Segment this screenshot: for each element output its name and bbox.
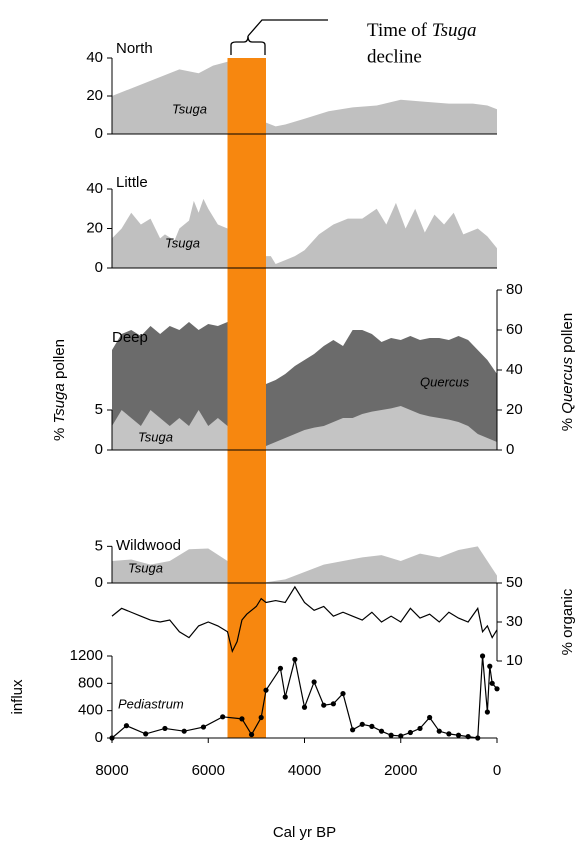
series-label: Quercus — [420, 374, 470, 389]
y-tick-label: 0 — [95, 441, 103, 458]
y-tick-label: 40 — [86, 180, 103, 197]
y-tick-label: 800 — [78, 674, 103, 691]
panel-label: Little — [116, 174, 148, 191]
y-tick-label: 10 — [506, 652, 523, 669]
series-label: Tsuga — [172, 101, 207, 116]
y-tick-label: 50 — [506, 574, 523, 591]
y-tick-label: 0 — [95, 729, 103, 746]
y-tick-label: 5 — [95, 537, 103, 554]
highlight-layer — [227, 58, 266, 738]
series-label: Tsuga — [128, 560, 163, 575]
y2-axis-title: % Quercus pollen — [559, 313, 576, 431]
y-tick-label: 40 — [86, 49, 103, 66]
x-tick-label: 4000 — [288, 762, 321, 779]
series-label: Tsuga — [138, 429, 173, 444]
y-tick-label: 80 — [506, 281, 523, 298]
y-tick-label: 0 — [95, 574, 103, 591]
annotation-bracket — [230, 19, 328, 55]
annotation-text: Time of — [367, 20, 432, 41]
area — [112, 198, 497, 268]
y-tick-label: 400 — [78, 702, 103, 719]
panel-label: Wildwood — [116, 537, 181, 554]
annotation: decline — [367, 46, 422, 67]
y-tick-label: 20 — [86, 219, 103, 236]
area — [112, 61, 497, 134]
y-axis-title: % Tsuga pollen — [51, 339, 68, 441]
area — [112, 406, 497, 450]
panel-label: North — [116, 40, 153, 57]
x-tick-label: 2000 — [384, 762, 417, 779]
y-tick-label: 5 — [95, 401, 103, 418]
areas-layer — [112, 61, 497, 583]
y-tick-label: 60 — [506, 321, 523, 338]
y-axis-title-part: pollen — [51, 339, 68, 383]
y-axis-title-part: % — [51, 424, 68, 442]
annotation: Time of Tsuga — [367, 20, 476, 41]
y2-axis-title-part: % — [559, 414, 576, 432]
y-tick-label: 20 — [86, 87, 103, 104]
y-tick-label: 30 — [506, 613, 523, 630]
y-axis-title: influx — [9, 679, 26, 715]
annotation-text: Tsuga — [432, 20, 477, 41]
y-tick-label: 0 — [95, 125, 103, 142]
y2-axis-title: % organic — [559, 588, 576, 655]
y-tick-label: 1200 — [70, 647, 103, 664]
series-label: Tsuga — [165, 235, 200, 250]
y-axis-title-part: Tsuga — [51, 383, 68, 423]
panel-label: Deep — [112, 329, 148, 346]
y-tick-label: 20 — [506, 401, 523, 418]
y-tick-label: 0 — [506, 441, 514, 458]
y-tick-label: 0 — [95, 259, 103, 276]
x-tick-label: 0 — [493, 762, 501, 779]
x-axis-title: Cal yr BP — [273, 824, 336, 841]
x-tick-label: 6000 — [192, 762, 225, 779]
y-tick-label: 40 — [506, 361, 523, 378]
y2-axis-title-part: Quercus — [559, 357, 576, 414]
line — [111, 585, 498, 653]
area — [112, 546, 497, 583]
x-tick-label: 8000 — [95, 762, 128, 779]
line — [111, 655, 498, 739]
highlight-band — [227, 58, 266, 738]
series-label: Pediastrum — [118, 696, 184, 711]
y2-axis-title-part: pollen — [559, 313, 576, 357]
